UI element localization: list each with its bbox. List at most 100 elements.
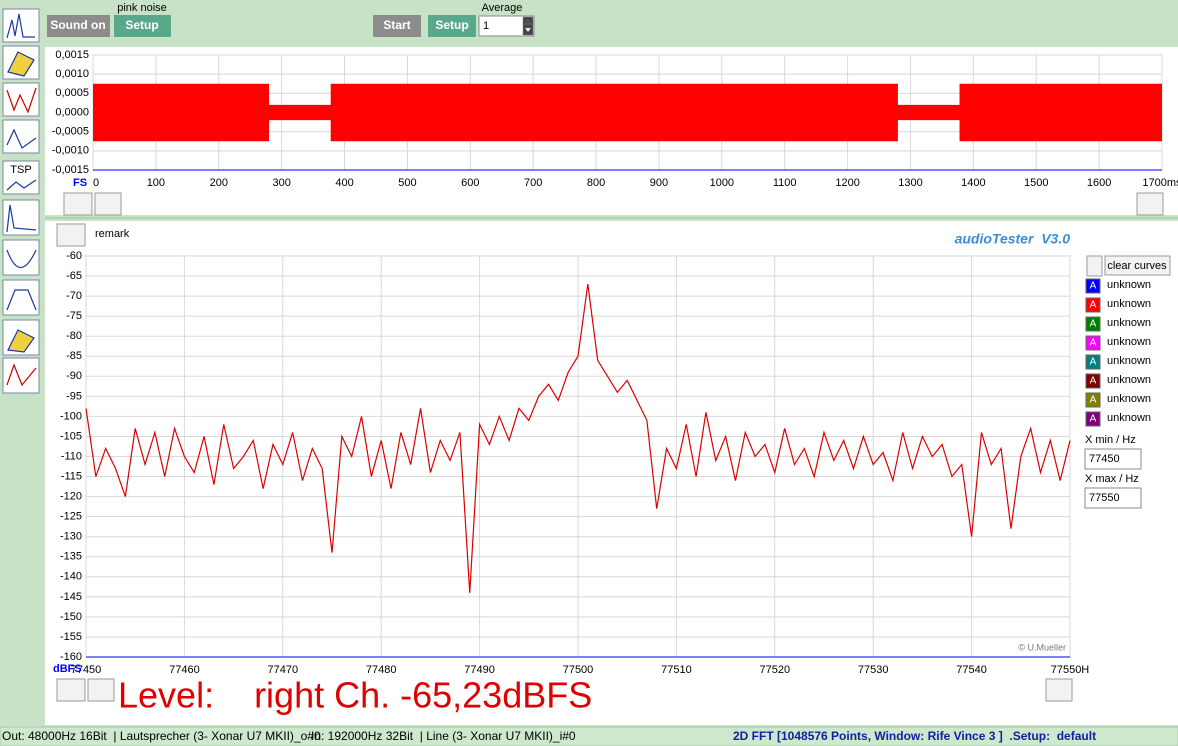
sound-button[interactable] bbox=[47, 15, 110, 37]
curve-icon-letter: A bbox=[1090, 414, 1097, 425]
x-tick-label: 200 bbox=[210, 177, 228, 189]
average-value: 1 bbox=[483, 20, 489, 32]
x-tick-label: 1100 bbox=[773, 177, 797, 189]
copyright: © U.Mueller bbox=[1018, 642, 1066, 652]
glyph bbox=[6, 87, 37, 114]
x-tick-label: 1000 bbox=[710, 177, 734, 189]
curve-icon-letter: A bbox=[1090, 376, 1097, 387]
y-tick-label: -80 bbox=[66, 330, 82, 342]
glyph bbox=[6, 363, 37, 387]
y-tick-label: -120 bbox=[60, 491, 82, 503]
x-tick-label: 900 bbox=[650, 177, 668, 189]
tool-icon[interactable] bbox=[2, 239, 40, 276]
x-tick-label: 800 bbox=[587, 177, 605, 189]
start-button[interactable] bbox=[373, 15, 421, 37]
x-tick-label: 77550H bbox=[1051, 664, 1090, 676]
curve-icon[interactable] bbox=[1085, 411, 1101, 427]
setup-button[interactable] bbox=[428, 15, 476, 37]
x-tick-label: 77520 bbox=[760, 664, 791, 676]
start-button-label: Start bbox=[383, 18, 410, 32]
curve-icon-letter: A bbox=[1090, 338, 1097, 349]
glyph bbox=[7, 51, 35, 77]
y-tick-label: -75 bbox=[66, 310, 82, 322]
curve-icon[interactable] bbox=[1085, 373, 1101, 389]
y-tick-label: -0,0005 bbox=[52, 126, 89, 138]
status-fft: 2D FFT [1048576 Points, Window: Rife Vin… bbox=[733, 729, 1096, 743]
clear-curves-label: clear curves bbox=[1107, 260, 1167, 272]
curve-label: unknown bbox=[1107, 393, 1151, 405]
tool-icon[interactable] bbox=[2, 82, 40, 117]
curve-label: unknown bbox=[1107, 355, 1151, 367]
y-tick-label: -95 bbox=[66, 390, 82, 402]
x-tick-label: 77480 bbox=[366, 664, 397, 676]
left-toolbar bbox=[2, 8, 40, 394]
setup-button-label: Setup bbox=[125, 18, 158, 32]
tool-icon[interactable] bbox=[2, 357, 40, 394]
y-axis-label: dBFS bbox=[53, 663, 82, 675]
zoom-spinner[interactable] bbox=[63, 192, 93, 216]
pan-buttons[interactable] bbox=[94, 192, 122, 216]
x-tick-label: 400 bbox=[335, 177, 353, 189]
scroll-buttons bbox=[56, 192, 1164, 702]
tool-icon[interactable] bbox=[2, 279, 40, 316]
average-input[interactable] bbox=[478, 15, 535, 37]
spinner[interactable] bbox=[522, 16, 534, 36]
y-tick-label: -70 bbox=[66, 290, 82, 302]
x-tick-label: 77500 bbox=[563, 664, 594, 676]
curve-label: unknown bbox=[1107, 317, 1151, 329]
tool-icon[interactable] bbox=[2, 119, 40, 154]
pan-buttons[interactable] bbox=[87, 678, 115, 702]
y-tick-label: -115 bbox=[61, 470, 82, 482]
setup-button-label: Setup bbox=[435, 18, 468, 32]
curve-label: unknown bbox=[1107, 374, 1151, 386]
x-tick-label: 77490 bbox=[464, 664, 495, 676]
x-tick-label: 300 bbox=[272, 177, 290, 189]
generator-label: pink noise bbox=[117, 2, 167, 14]
x-tick-label: 77530 bbox=[858, 664, 889, 676]
x-tick-label: 1700ms bbox=[1142, 177, 1178, 189]
x-tick-label: 600 bbox=[461, 177, 479, 189]
y-tick-label: -110 bbox=[61, 450, 82, 462]
curve-icon[interactable] bbox=[1085, 354, 1101, 370]
x-max-value: 77550 bbox=[1089, 492, 1120, 504]
curve-icon[interactable] bbox=[1085, 335, 1101, 351]
x-tick-label: 1400 bbox=[961, 177, 985, 189]
pan-buttons[interactable] bbox=[1136, 192, 1164, 216]
x-max-input[interactable] bbox=[1084, 487, 1142, 509]
y-tick-label: -60 bbox=[66, 250, 82, 262]
x-tick-label: 1200 bbox=[835, 177, 859, 189]
level-readout: Level: right Ch. -65,23dBFS bbox=[118, 675, 592, 716]
glyph bbox=[6, 289, 37, 311]
curve-icon[interactable] bbox=[1085, 297, 1101, 313]
curve-icon-letter: A bbox=[1090, 357, 1097, 368]
y-tick-label: -160 bbox=[60, 651, 82, 663]
clear-curves-button[interactable] bbox=[1104, 255, 1171, 276]
setup-button[interactable] bbox=[114, 15, 171, 37]
y-tick-label: -135 bbox=[60, 551, 82, 563]
y-tick-label: -90 bbox=[66, 370, 82, 382]
y-tick-label: -145 bbox=[60, 591, 82, 603]
x-tick-label: 77450 bbox=[71, 664, 102, 676]
curve-icon-letter: A bbox=[1090, 319, 1097, 330]
y-tick-label: -155 bbox=[60, 631, 82, 643]
curve-icon[interactable] bbox=[1085, 316, 1101, 332]
x-tick-label: 77460 bbox=[169, 664, 200, 676]
curve-label: unknown bbox=[1107, 336, 1151, 348]
pan-buttons[interactable] bbox=[1045, 678, 1073, 702]
curve-icon-letter: A bbox=[1090, 395, 1097, 406]
x-tick-label: 1500 bbox=[1024, 177, 1048, 189]
curve-spinner[interactable] bbox=[1086, 255, 1103, 277]
curve-icon[interactable] bbox=[1085, 278, 1101, 294]
x-min-input[interactable] bbox=[1084, 448, 1142, 470]
glyph bbox=[7, 329, 35, 353]
zoom-spinner[interactable] bbox=[56, 223, 86, 247]
x-tick-label: 77470 bbox=[268, 664, 299, 676]
y-tick-label: 0,0010 bbox=[55, 68, 89, 80]
zoom-spinner[interactable] bbox=[56, 678, 86, 702]
glyph bbox=[6, 179, 37, 191]
curve-icon[interactable] bbox=[1085, 392, 1101, 408]
signal-area bbox=[93, 83, 1162, 113]
